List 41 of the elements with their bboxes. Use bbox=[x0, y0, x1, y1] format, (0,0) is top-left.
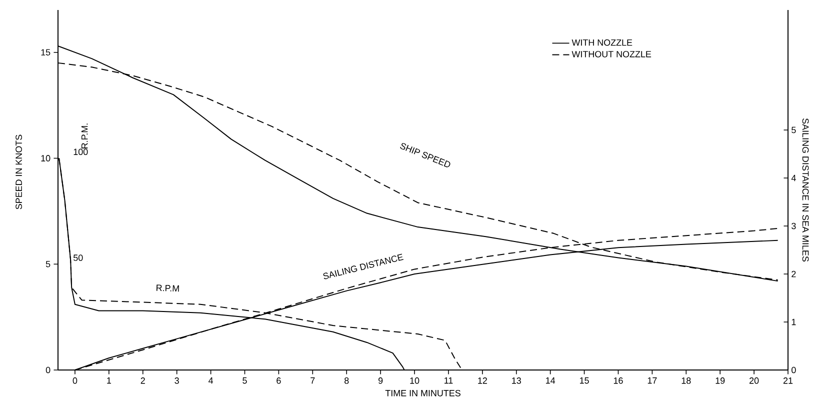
x-tick-label: 13 bbox=[512, 377, 521, 384]
x-tick-label: 4 bbox=[208, 377, 214, 384]
x-tick-label: 21 bbox=[783, 377, 793, 384]
legend-label: WITH NOZZLE bbox=[572, 39, 632, 46]
x-tick-label: 2 bbox=[140, 377, 145, 384]
x-tick-label: 6 bbox=[276, 377, 281, 384]
x-tick-label: 15 bbox=[580, 377, 589, 384]
y3-tick-label: 100 bbox=[74, 148, 88, 156]
x-tick-label: 9 bbox=[378, 377, 383, 384]
x-tick-label: 8 bbox=[344, 377, 349, 384]
x-tick-label: 20 bbox=[750, 377, 759, 384]
y3-axis-title: R.P.M. bbox=[81, 124, 88, 148]
y2-tick-label: 1 bbox=[792, 318, 796, 326]
x-tick-label: 7 bbox=[310, 377, 315, 384]
y2-tick-label: 5 bbox=[792, 126, 796, 134]
x-tick-label: 12 bbox=[478, 377, 487, 384]
x-tick-label: 0 bbox=[72, 377, 78, 384]
y-tick-label: 15 bbox=[41, 49, 50, 56]
x-tick-label: 19 bbox=[716, 377, 725, 384]
y3-tick-label: 50 bbox=[74, 254, 83, 261]
x-tick-label: 10 bbox=[410, 377, 420, 384]
x-tick-label: 11 bbox=[444, 377, 453, 384]
y-tick-label: 10 bbox=[41, 155, 50, 162]
y-axis-title: SPEED IN KNOTS bbox=[16, 134, 22, 210]
y-tick-label: 0 bbox=[46, 366, 50, 374]
y2-axis-title: SAILING DISTANCE IN SEA MILES bbox=[802, 118, 809, 262]
x-tick-label: 18 bbox=[682, 377, 691, 384]
x-tick-label: 14 bbox=[546, 377, 556, 384]
x-tick-label: 3 bbox=[174, 377, 179, 384]
y2-tick-label: 2 bbox=[792, 270, 796, 278]
x-axis-title: TIME IN MINUTES bbox=[385, 390, 460, 396]
x-tick-label: 16 bbox=[614, 377, 623, 384]
y2-tick-label: 0 bbox=[792, 366, 796, 374]
y-tick-label: 5 bbox=[46, 260, 50, 268]
x-tick-label: 5 bbox=[242, 377, 247, 384]
legend-label: WITHOUT NOZZLE bbox=[572, 50, 652, 58]
y2-tick-label: 4 bbox=[791, 174, 796, 182]
annotation: R.P.M bbox=[156, 284, 179, 292]
x-tick-label: 1 bbox=[107, 377, 111, 384]
y2-tick-label: 3 bbox=[792, 222, 796, 230]
x-tick-label: 17 bbox=[648, 377, 657, 384]
